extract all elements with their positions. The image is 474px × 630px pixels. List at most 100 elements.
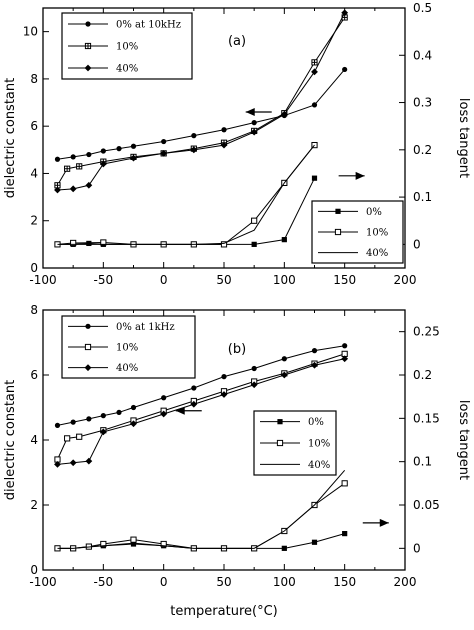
data-point	[161, 138, 167, 145]
y-tick-label: 6	[30, 368, 38, 382]
series-left-3	[54, 9, 349, 194]
x-tick-label: 0	[160, 575, 168, 589]
data-point	[70, 419, 76, 425]
data-point	[342, 531, 348, 537]
data-point	[311, 539, 318, 545]
data-point	[86, 416, 92, 422]
x-tick-label: 50	[216, 273, 231, 287]
legend-label: 10%	[116, 343, 138, 354]
y-tick-label: 10	[23, 25, 38, 39]
data-point	[160, 149, 168, 157]
series-right-6	[57, 144, 315, 245]
data-point	[190, 400, 198, 408]
data-point	[160, 540, 167, 548]
x-tick-label: 200	[394, 273, 417, 287]
data-point	[311, 361, 318, 369]
x-tick-label: 50	[216, 575, 231, 589]
y2-tick-label: 0.2	[413, 368, 432, 382]
x-tick-label: 100	[273, 273, 296, 287]
legend-marker	[335, 208, 341, 214]
legend-marker	[277, 419, 283, 425]
y2-tick-label: 0.15	[413, 411, 440, 425]
data-point	[281, 237, 287, 243]
data-point	[86, 240, 92, 247]
y-tick-label: 0	[30, 261, 38, 275]
data-point	[130, 143, 137, 149]
series-line	[57, 144, 315, 245]
y2-tick-label: 0.05	[413, 498, 440, 512]
legend-label: 10%	[116, 42, 138, 53]
data-point	[130, 541, 137, 547]
data-point	[341, 9, 349, 17]
y2-axis-title: loss tangent	[456, 400, 471, 480]
x-tick-label: 100	[273, 575, 296, 589]
legend-label: 10%	[308, 439, 330, 450]
x-tick-label: -50	[94, 273, 114, 287]
y2-tick-label: 0.4	[413, 48, 432, 62]
data-point	[220, 241, 228, 248]
series-right-6	[57, 470, 346, 549]
data-point	[251, 217, 258, 224]
data-point	[311, 348, 318, 354]
legend-label: 40%	[366, 248, 388, 259]
y-tick-label: 8	[30, 72, 38, 86]
y-tick-label: 4	[30, 166, 38, 180]
legend-marker	[84, 343, 92, 351]
data-point	[220, 391, 228, 398]
x-tick-label: -100	[29, 575, 56, 589]
series-left-3	[54, 355, 349, 468]
y2-tick-label: 0	[413, 237, 421, 251]
data-point	[70, 239, 77, 247]
y-tick-label: 2	[30, 498, 38, 512]
y-axis-title: dielectric constant	[3, 78, 18, 198]
y2-tick-label: 0	[413, 541, 421, 555]
legend-label: 0%	[366, 207, 382, 218]
data-point	[311, 175, 318, 181]
arrow-head	[175, 406, 185, 415]
data-point	[342, 343, 348, 349]
chart-panel-1: -100 -50 0 50 100 150 200024681000.10.20.30.40…	[3, 1, 471, 287]
data-point	[76, 433, 83, 440]
data-point	[251, 365, 257, 372]
data-point	[311, 68, 318, 76]
data-point	[100, 413, 106, 419]
data-point	[130, 154, 137, 162]
series-line	[57, 69, 346, 160]
y-tick-label: 6	[30, 119, 38, 133]
x-tick-label: 150	[333, 273, 356, 287]
data-point	[70, 154, 76, 160]
data-point	[342, 66, 348, 73]
x-axis-title: temperature(°C)	[170, 604, 277, 619]
data-point	[161, 395, 167, 401]
x-tick-label: 200	[394, 575, 417, 589]
x-tick-label: 0	[160, 273, 168, 287]
series-line	[57, 470, 346, 549]
axis-indicator-arrow	[175, 406, 202, 415]
legend-label: 40%	[116, 64, 138, 75]
legend-label: 0%	[308, 417, 324, 428]
axis-indicator-arrow	[362, 518, 389, 527]
data-point	[99, 428, 107, 436]
legend-loss: 0% 10% 40%	[311, 200, 404, 264]
y2-axis-title: loss tangent	[456, 98, 471, 178]
data-point	[311, 102, 318, 108]
legend-marker	[85, 21, 91, 27]
legend-loss: 0% 10% 40%	[253, 410, 337, 476]
data-point	[85, 457, 93, 465]
y-tick-label: 0	[30, 563, 38, 577]
data-point	[99, 160, 107, 168]
data-point	[69, 459, 77, 467]
data-point	[130, 420, 137, 428]
y2-tick-label: 0.3	[413, 96, 432, 110]
panel-label: (a)	[228, 34, 246, 49]
legend-marker	[84, 364, 92, 372]
y2-tick-label: 0.5	[413, 1, 432, 15]
data-point	[280, 371, 288, 379]
data-point	[100, 239, 107, 246]
x-tick-label: -100	[29, 273, 56, 287]
data-point	[221, 374, 227, 380]
legend-label: 0% at 1kHz	[116, 322, 175, 333]
legend-label: 10%	[366, 228, 388, 239]
data-point	[130, 536, 137, 543]
